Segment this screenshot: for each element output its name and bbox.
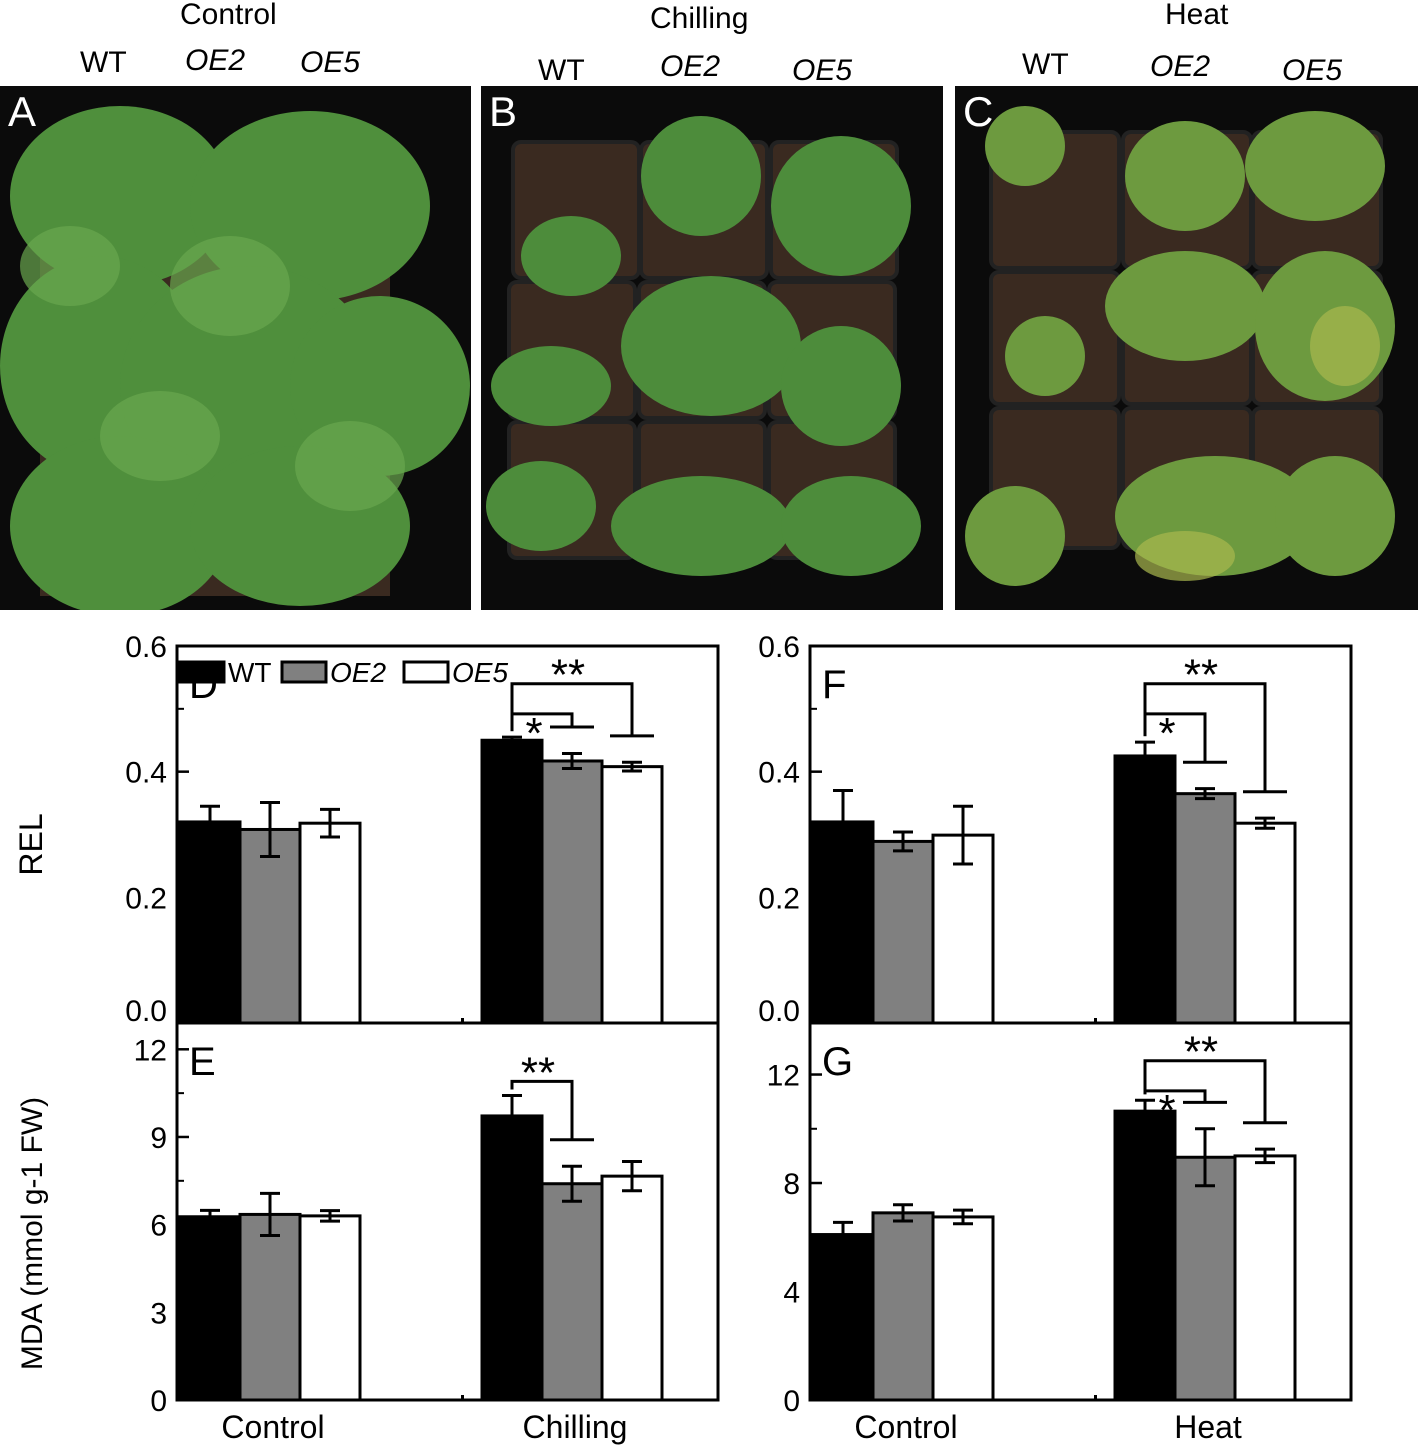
header-condition-a: Control [180, 0, 277, 31]
x-tick-label-e: Chilling [523, 1409, 628, 1445]
header-genotype-a-wt: WT [80, 46, 127, 79]
chart-frame-g [808, 1021, 1353, 1402]
bar-d-chilling-wt [480, 738, 544, 1025]
header-condition-c: Heat [1165, 0, 1229, 31]
panel-label-a: A [8, 88, 37, 135]
photo-panel-b: B [481, 86, 943, 610]
bar-f-control-oe2 [871, 839, 935, 1025]
panel-label-e: E [189, 1040, 216, 1084]
bar-f-heat-wt [1113, 754, 1177, 1025]
bar-e-chilling-wt [480, 1114, 544, 1402]
panel-label-c: C [963, 88, 994, 135]
header-genotype-c-oe2: OE2 [1150, 50, 1211, 83]
bar-d-control-wt [178, 820, 242, 1025]
bar-e-control-wt [178, 1215, 242, 1402]
y-tick-label-e: 12 [134, 1034, 167, 1067]
y-tick-label-e: 3 [150, 1297, 167, 1330]
significance-bracket-f [1143, 682, 1267, 792]
significance-label-g: * [1158, 1086, 1175, 1135]
header-genotype-c-oe5: OE5 [1282, 54, 1343, 87]
significance-label-d: ** [551, 651, 585, 700]
bar-g-control-wt [811, 1233, 875, 1402]
legend-label-oe2: OE2 [330, 657, 386, 688]
header-genotype-a-oe2: OE2 [185, 44, 246, 77]
legend-label-wt: WT [228, 657, 272, 688]
significance-bracket-g [1143, 1059, 1267, 1123]
y-tick-label-d: 0.6 [125, 631, 167, 664]
bar-f-control-wt [811, 820, 875, 1025]
bar-e-control-oe5 [298, 1214, 362, 1402]
y-axis-label-e: MDA (mmol g-1 FW) [16, 1097, 49, 1370]
header-condition-b: Chilling [650, 2, 749, 35]
header-genotype-b-wt: WT [538, 54, 585, 87]
bar-f-heat-oe5 [1233, 821, 1297, 1025]
significance-bracket-d [510, 682, 634, 736]
significance-bracket-e [510, 1079, 574, 1140]
bar-e-control-oe2 [238, 1212, 302, 1402]
panel-label-g: G [822, 1040, 853, 1084]
significance-label-d: * [525, 709, 542, 758]
y-axis-label-d: REL [13, 813, 49, 875]
y-tick-label-g: 12 [767, 1060, 800, 1093]
legend-swatch-oe5 [402, 660, 450, 684]
bar-f-heat-oe2 [1173, 792, 1237, 1025]
header-genotype-a-oe5: OE5 [300, 46, 361, 79]
y-tick-label-g: 8 [783, 1168, 800, 1201]
chart-frame-e [175, 1021, 720, 1402]
y-tick-label-e: 6 [150, 1210, 167, 1243]
significance-label-f: * [1158, 709, 1175, 758]
x-tick-label-e: Control [221, 1409, 324, 1445]
legend-swatch-oe2 [280, 660, 328, 684]
bar-g-heat-oe2 [1173, 1155, 1237, 1402]
header-genotype-b-oe5: OE5 [792, 54, 853, 87]
bar-d-control-oe5 [298, 821, 362, 1025]
bar-d-chilling-oe2 [540, 759, 604, 1025]
significance-label-f: ** [1184, 651, 1218, 700]
bar-g-heat-wt [1113, 1109, 1177, 1402]
y-tick-label-d: 0.0 [125, 995, 167, 1028]
bar-e-chilling-oe5 [600, 1174, 664, 1402]
panel-label-f: F [822, 663, 846, 707]
header-genotype-c-wt: WT [1022, 48, 1069, 81]
y-tick-label-e: 0 [150, 1385, 167, 1418]
bar-g-heat-oe5 [1233, 1154, 1297, 1402]
bar-g-control-oe2 [871, 1211, 935, 1402]
y-tick-label-f: 0.0 [758, 995, 800, 1028]
y-tick-label-f: 0.4 [758, 757, 800, 790]
y-tick-label-g: 4 [783, 1277, 800, 1310]
legend-label-oe5: OE5 [452, 657, 508, 688]
y-tick-label-f: 0.6 [758, 631, 800, 664]
x-tick-label-g: Heat [1174, 1409, 1242, 1445]
significance-label-e: ** [521, 1048, 555, 1097]
plant-photo-b [486, 116, 921, 576]
legend-swatch-wt [178, 660, 226, 684]
y-tick-label-e: 9 [150, 1122, 167, 1155]
plant-photo-a [0, 106, 470, 610]
photo-panel-c: C [955, 86, 1418, 610]
y-tick-label-f: 0.2 [758, 882, 800, 915]
bar-d-control-oe2 [238, 827, 302, 1025]
significance-label-g: ** [1184, 1028, 1218, 1077]
bar-g-control-oe5 [931, 1215, 995, 1402]
header-genotype-b-oe2: OE2 [660, 50, 721, 83]
plant-photo-c [965, 106, 1395, 586]
y-tick-label-d: 0.4 [125, 757, 167, 790]
panel-label-b: B [489, 88, 518, 135]
bar-d-chilling-oe5 [600, 765, 664, 1025]
y-tick-label-d: 0.2 [125, 882, 167, 915]
y-tick-label-g: 0 [783, 1385, 800, 1418]
photo-panel-a: A [0, 86, 471, 610]
bar-e-chilling-oe2 [540, 1182, 604, 1402]
x-tick-label-g: Control [854, 1409, 957, 1445]
